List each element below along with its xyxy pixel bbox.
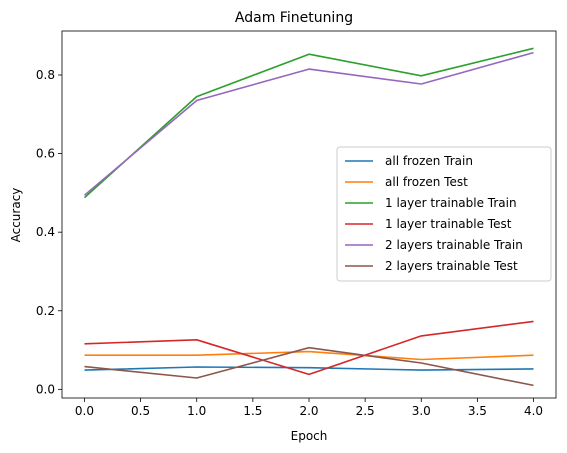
legend-label: 1 layer trainable Test: [385, 217, 512, 231]
legend-label: 2 layers trainable Train: [385, 238, 523, 252]
legend-label: all frozen Train: [385, 154, 473, 168]
legend: all frozen Train all frozen Test 1 layer t…: [336, 146, 552, 282]
legend-label: all frozen Test: [385, 175, 468, 189]
y-tick-label: 0.6: [36, 147, 55, 161]
x-tick-label: 3.0: [412, 404, 431, 418]
series-line-4: [84, 320, 534, 376]
x-axis: 0.0 0.5 1.0 1.5 2.0 2.5 3.0 3.5 4.0: [75, 398, 543, 418]
series-line-5: [83, 51, 534, 196]
y-tick-label: 0.2: [36, 304, 55, 318]
x-tick-label: 3.5: [468, 404, 487, 418]
legend-label: 2 layers trainable Test: [385, 259, 518, 273]
series-line-6: [84, 346, 534, 387]
series-line-1: [84, 366, 534, 371]
series-line-2: [84, 350, 534, 361]
y-axis: 0.0 0.2 0.4 0.6 0.8: [36, 68, 62, 396]
x-tick-label: 0.5: [131, 404, 150, 418]
chart-title: Adam Finetuning: [235, 10, 353, 26]
x-tick-label: 1.5: [243, 404, 262, 418]
x-tick-label: 0.0: [75, 404, 94, 418]
y-tick-label: 0.4: [36, 225, 55, 239]
x-tick-label: 1.0: [187, 404, 206, 418]
y-tick-label: 0.0: [36, 382, 55, 396]
y-tick-label: 0.8: [36, 68, 55, 82]
legend-box: [336, 146, 552, 282]
legend-label: 1 layer trainable Train: [385, 196, 517, 210]
y-axis-label: Accuracy: [9, 188, 23, 243]
x-axis-label: Epoch: [291, 429, 328, 443]
x-tick-label: 4.0: [524, 404, 543, 418]
x-tick-label: 2.5: [356, 404, 375, 418]
x-tick-label: 2.0: [299, 404, 318, 418]
series-line-3: [83, 47, 534, 199]
series-lines: [83, 47, 534, 387]
